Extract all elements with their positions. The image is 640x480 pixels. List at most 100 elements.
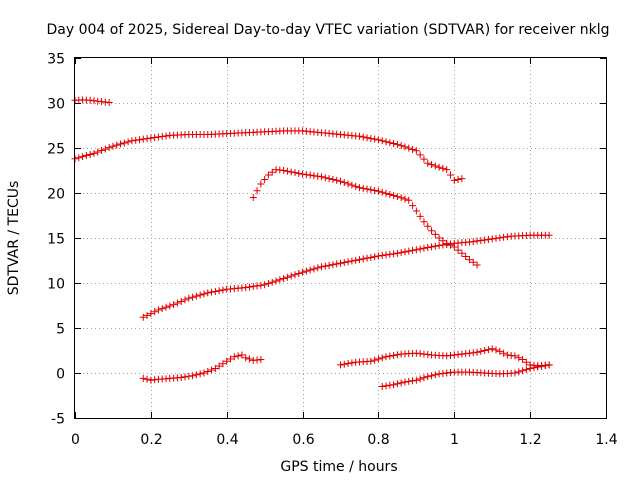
data-point (439, 241, 447, 249)
data-point (439, 164, 447, 172)
data-point (113, 141, 121, 149)
data-point (154, 306, 162, 314)
data-point (374, 355, 382, 363)
data-point (393, 249, 401, 257)
x-tick-label: 0 (71, 432, 80, 448)
data-point (446, 171, 454, 179)
data-point (189, 372, 197, 380)
data-point (185, 372, 193, 380)
data-point (382, 382, 390, 390)
data-point (409, 202, 417, 210)
data-point (98, 147, 106, 155)
x-tick-label: 1.2 (519, 432, 541, 448)
data-point (318, 263, 326, 271)
data-point (390, 381, 398, 389)
data-point (420, 244, 428, 252)
data-point (382, 138, 390, 146)
data-point (420, 374, 428, 382)
data-point (299, 268, 307, 276)
data-point (139, 135, 147, 143)
data-point (538, 362, 546, 370)
data-point (386, 190, 394, 198)
data-point (382, 189, 390, 197)
data-point (503, 233, 511, 241)
data-point (249, 282, 257, 290)
series-satellite-4 (139, 231, 553, 321)
data-point (219, 360, 227, 368)
data-point (386, 381, 394, 389)
data-point (257, 281, 265, 289)
data-point (545, 361, 553, 369)
data-point (500, 349, 508, 357)
data-point (299, 170, 307, 178)
data-point (177, 297, 185, 305)
data-point (245, 283, 253, 291)
series-satellite-1 (71, 96, 113, 107)
data-point (215, 287, 223, 295)
data-point (181, 296, 189, 304)
data-point (382, 353, 390, 361)
data-point (264, 171, 272, 179)
x-tick-label: 0.2 (140, 432, 162, 448)
data-point (162, 303, 170, 311)
data-point (208, 366, 216, 374)
data-point (409, 246, 417, 254)
data-point (409, 145, 417, 153)
data-point (458, 175, 466, 183)
data-point (261, 281, 269, 289)
data-point (302, 267, 310, 275)
data-point (359, 255, 367, 263)
data-point (268, 168, 276, 176)
data-point (378, 354, 386, 362)
data-point (450, 176, 458, 184)
data-point (223, 357, 231, 365)
data-point (371, 356, 379, 364)
data-point (492, 234, 500, 242)
data-point (321, 174, 329, 182)
data-point (211, 365, 219, 372)
data-point (337, 361, 344, 369)
data-point (268, 278, 276, 286)
data-point (352, 182, 360, 190)
data-point (435, 163, 443, 171)
data-point (534, 363, 542, 371)
data-point (515, 368, 523, 376)
data-point (405, 247, 413, 255)
data-point (473, 348, 481, 356)
data-point (158, 305, 166, 313)
data-point (143, 135, 151, 143)
y-axis-label: SDTVAR / TECUs (6, 181, 22, 296)
data-point (458, 249, 466, 257)
data-point (401, 143, 409, 151)
data-point (215, 362, 223, 370)
data-point (344, 180, 352, 188)
x-axis-label: GPS time / hours (280, 459, 397, 475)
data-point (276, 276, 284, 284)
data-point (348, 257, 356, 265)
data-point (496, 347, 504, 355)
data-point (416, 375, 424, 383)
data-point (143, 375, 151, 383)
data-point (295, 269, 303, 277)
data-point (181, 373, 189, 381)
data-point (211, 287, 219, 295)
data-point (435, 234, 443, 242)
data-point (454, 176, 462, 183)
data-point (306, 171, 314, 179)
data-point (128, 137, 136, 145)
data-point (386, 352, 394, 360)
series-satellite-5 (139, 351, 265, 384)
data-point (390, 140, 398, 147)
data-point (465, 256, 473, 264)
y-tick-label: 0 (56, 367, 65, 383)
data-point (371, 135, 379, 143)
data-point (352, 256, 360, 264)
data-point (416, 151, 424, 159)
data-point (378, 137, 386, 145)
data-point (86, 150, 94, 158)
data-point (291, 169, 299, 177)
data-point (287, 272, 295, 280)
data-point (363, 185, 371, 193)
x-tick-label: 1.4 (595, 432, 617, 448)
